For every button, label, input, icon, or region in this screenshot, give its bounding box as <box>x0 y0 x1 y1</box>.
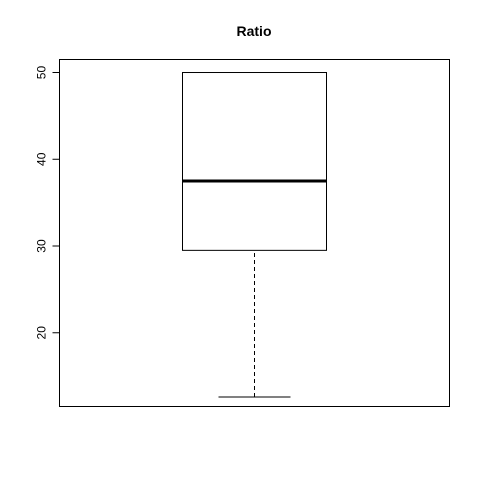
y-tick-label: 50 <box>35 66 49 80</box>
box-plot <box>182 72 327 398</box>
interquartile-box <box>182 72 327 251</box>
y-tick-label: 40 <box>35 152 49 166</box>
y-tick-label: 20 <box>35 326 49 340</box>
chart-title: Ratio <box>237 23 272 39</box>
plot-frame <box>59 59 450 407</box>
y-axis: 20 30 40 50 <box>35 66 60 340</box>
y-tick-label: 30 <box>35 239 49 253</box>
